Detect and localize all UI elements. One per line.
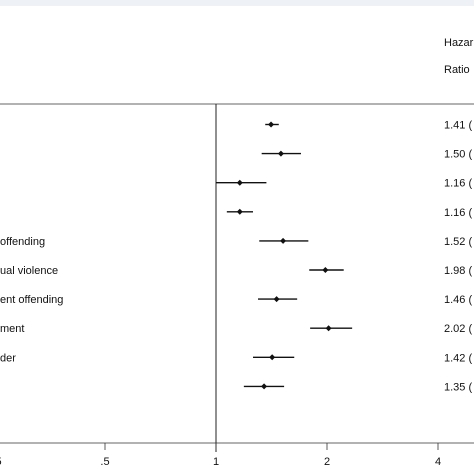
hr-point [277,150,284,157]
x-tick-label: .25 [0,456,2,468]
hr-value-label: 1.98 ( [444,265,472,277]
hr-point [322,267,329,273]
hr-point [236,179,243,186]
hr-value-label: 1.16 ( [444,207,472,219]
hr-value-label: 1.46 ( [444,294,472,306]
x-axis-ticks: .25 .5 1 2 4 [0,443,441,468]
row-label: der [0,352,16,364]
hr-point [269,354,276,361]
hr-value-label: 1.41 ( [444,120,472,132]
hr-value-label: 1.42 ( [444,352,472,364]
row-label: ment [0,323,24,335]
hr-point [268,121,275,128]
hr-value-label: 1.52 ( [444,236,472,248]
forest-rows: 1.41 ( 1.50 ( 1.16 ( 1.16 ( offending 1.52 ( u… [0,120,472,394]
top-band [0,0,474,6]
row-label: offending [0,236,45,248]
hr-point [236,208,243,215]
hr-value-label: 1.35 ( [444,381,472,393]
x-tick-label: 2 [324,456,330,468]
hr-value-label: 1.50 ( [444,149,472,161]
hr-value-label: 2.02 ( [444,323,472,335]
hr-value-label: 1.16 ( [444,178,472,190]
x-tick-label: 4 [435,456,441,468]
hr-point [261,383,268,390]
row-label: ent offending [0,294,63,306]
header-hazard: Hazar [444,37,474,49]
x-tick-label: .5 [100,456,109,468]
header-ratio: Ratio [444,64,470,76]
hr-point [273,296,280,303]
row-label: ual violence [0,265,58,277]
hr-point [280,237,287,244]
x-tick-label: 1 [213,456,219,468]
hr-point [325,325,332,332]
